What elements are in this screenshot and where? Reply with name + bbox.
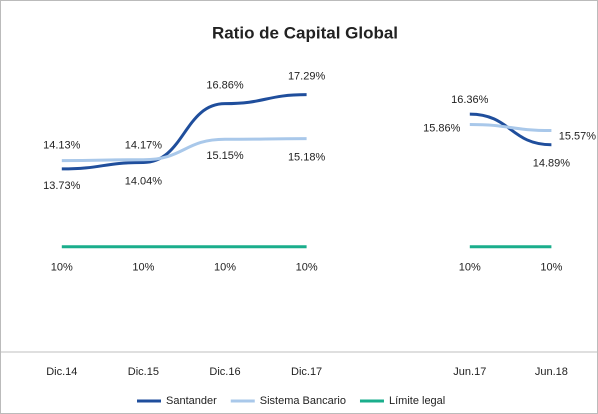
x-tick-label: Jun.17: [453, 366, 486, 378]
legend-label: Santander: [166, 395, 217, 407]
data-label: 10%: [296, 262, 318, 274]
chart-title: Ratio de Capital Global: [212, 23, 398, 42]
x-tick-label: Dic.15: [128, 366, 159, 378]
x-tick-label: Dic.17: [291, 366, 322, 378]
x-tick-label: Dic.14: [46, 366, 77, 378]
series-line: [61, 93, 552, 171]
legend-label: Límite legal: [389, 395, 445, 407]
data-label: 15.15%: [206, 150, 244, 162]
data-label: 10%: [540, 262, 562, 274]
data-label: 14.89%: [533, 158, 571, 170]
data-label: 14.13%: [43, 139, 81, 151]
data-label: 16.36%: [451, 94, 489, 106]
data-label: 10%: [459, 262, 481, 274]
data-label: 14.17%: [125, 140, 163, 152]
data-label: 10%: [132, 262, 154, 274]
legend-label: Sistema Bancario: [260, 395, 346, 407]
x-tick-label: Dic.16: [209, 366, 240, 378]
data-label: 14.04%: [125, 175, 163, 187]
data-label: 15.86%: [423, 122, 461, 134]
series-line: [61, 122, 552, 163]
data-label: 16.86%: [206, 80, 244, 92]
data-label: 10%: [214, 262, 236, 274]
data-label: 13.73%: [43, 180, 81, 192]
data-label: 15.18%: [288, 152, 326, 164]
data-label: 17.29%: [288, 71, 326, 83]
x-tick-label: Jun.18: [535, 366, 568, 378]
data-label: 15.57%: [559, 130, 597, 142]
data-label: 10%: [51, 262, 73, 274]
